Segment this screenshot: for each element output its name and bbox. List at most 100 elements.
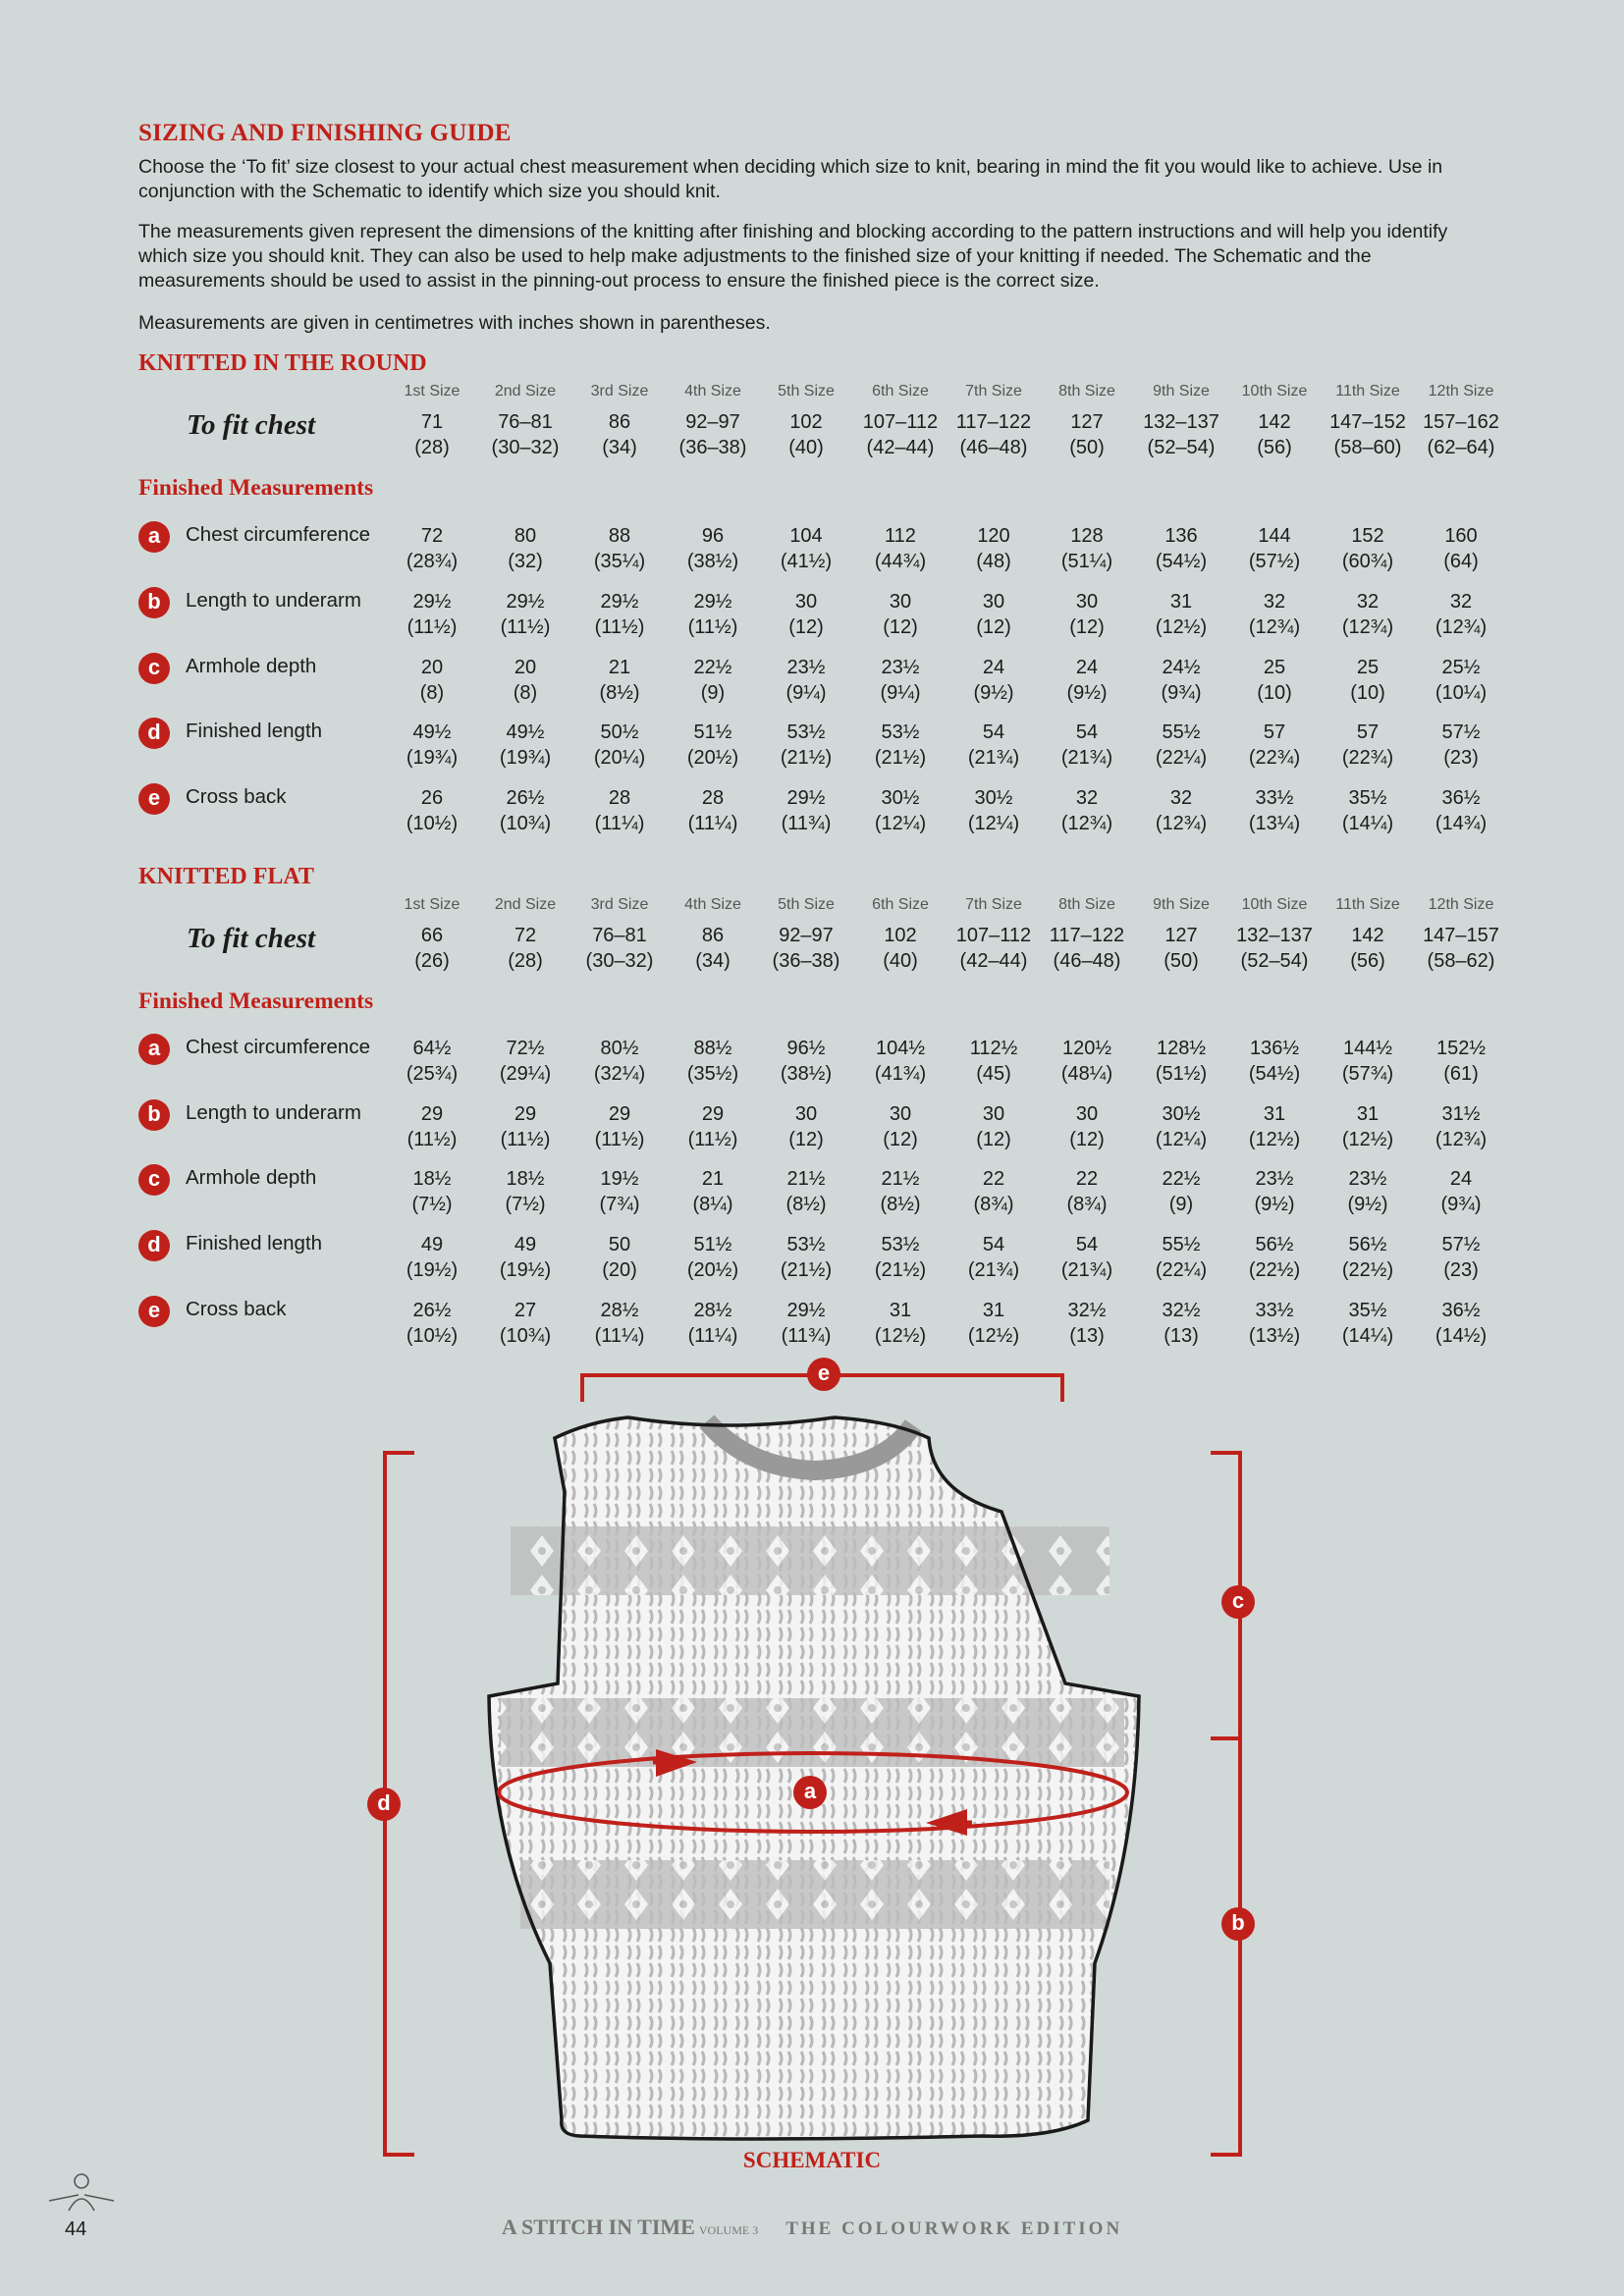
table-cell-cm: 136 bbox=[1164, 525, 1198, 547]
table-cell-in: (21½) bbox=[874, 1259, 927, 1281]
intro-paragraph: Choose the ‘To fit’ size closest to your… bbox=[138, 156, 1443, 202]
table-cell-cm: 30 bbox=[982, 591, 1005, 613]
to-fit-cm: 86 bbox=[608, 411, 631, 433]
to-fit-in: (36–38) bbox=[772, 950, 840, 972]
table-cell-in: (28¾) bbox=[406, 551, 459, 572]
table-cell-cm: 36½ bbox=[1441, 1300, 1481, 1321]
to-fit-cm: 132–137 bbox=[1143, 411, 1219, 433]
table-cell-in: (11½) bbox=[594, 1129, 645, 1150]
table-cell-cm: 25 bbox=[1263, 657, 1286, 678]
table-cell-cm: 136½ bbox=[1249, 1038, 1300, 1059]
table-cell-cm: 21 bbox=[701, 1168, 725, 1190]
table-cell-cm: 35½ bbox=[1348, 1300, 1387, 1321]
label-d: d bbox=[367, 1788, 401, 1821]
row-label: Armhole depth bbox=[186, 655, 317, 677]
table-cell-cm: 31½ bbox=[1441, 1103, 1481, 1125]
table-cell-cm: 49 bbox=[420, 1234, 444, 1255]
table-cell-in: (8½) bbox=[785, 1194, 827, 1215]
size-header: 10th Size bbox=[1241, 896, 1308, 913]
book-title: A STITCH IN TIME bbox=[501, 2215, 695, 2239]
table-cell-cm: 72 bbox=[420, 525, 444, 547]
table-cell-cm: 29½ bbox=[786, 1300, 826, 1321]
table-cell-cm: 22½ bbox=[1162, 1168, 1201, 1190]
size-header: 6th Size bbox=[872, 896, 929, 913]
table-cell-in: (12½) bbox=[874, 1325, 927, 1347]
table-cell-in: (8¾) bbox=[1066, 1194, 1108, 1215]
table-cell-cm: 30 bbox=[889, 591, 912, 613]
table-cell-cm: 29 bbox=[514, 1103, 537, 1125]
finished-measurements-title: Finished Measurements bbox=[138, 475, 374, 501]
table-cell-in: (8) bbox=[513, 682, 538, 704]
table-cell-cm: 23½ bbox=[1255, 1168, 1294, 1190]
row-label: Finished length bbox=[186, 720, 323, 742]
to-fit-cm: 92–97 bbox=[685, 411, 740, 433]
table-cell-in: (14¼) bbox=[1341, 813, 1394, 834]
label-b: b bbox=[1221, 1907, 1255, 1941]
size-header: 7th Size bbox=[965, 896, 1022, 913]
table-cell-cm: 23½ bbox=[1348, 1168, 1387, 1190]
to-fit-cm: 86 bbox=[701, 925, 725, 946]
table-cell-in: (11¾) bbox=[781, 813, 832, 834]
table-cell-cm: 32 bbox=[1169, 787, 1193, 809]
table-cell-in: (10½) bbox=[406, 1325, 459, 1347]
table-cell-in: (13½) bbox=[1248, 1325, 1301, 1347]
table-cell-cm: 128½ bbox=[1156, 1038, 1207, 1059]
table-cell-cm: 29½ bbox=[600, 591, 639, 613]
table-cell-in: (14½) bbox=[1435, 1325, 1488, 1347]
arrow-left-icon bbox=[926, 1809, 967, 1836]
size-header: 5th Size bbox=[778, 383, 835, 400]
table-cell-cm: 30½ bbox=[1162, 1103, 1201, 1125]
table-cell-in: (12½) bbox=[1341, 1129, 1394, 1150]
table-cell-in: (48¼) bbox=[1060, 1063, 1113, 1085]
table-cell-cm: 32 bbox=[1449, 591, 1473, 613]
table-cell-in: (38½) bbox=[686, 551, 739, 572]
table-cell-in: (22¼) bbox=[1155, 747, 1208, 769]
table-cell-in: (11½) bbox=[500, 1129, 551, 1150]
table-cell-in: (22½) bbox=[1341, 1259, 1394, 1281]
table-cell-in: (35¼) bbox=[593, 551, 646, 572]
to-fit-in: (40) bbox=[883, 950, 918, 972]
table-cell-in: (7¾) bbox=[599, 1194, 640, 1215]
to-fit-in: (50) bbox=[1164, 950, 1199, 972]
table-cell-cm: 50 bbox=[608, 1234, 631, 1255]
row-label: Armhole depth bbox=[186, 1166, 317, 1189]
table-cell-cm: 53½ bbox=[786, 721, 826, 743]
table-cell-in: (11¼) bbox=[594, 813, 645, 834]
table-cell-in: (12¼) bbox=[967, 813, 1020, 834]
table-cell-in: (9¾) bbox=[1161, 682, 1202, 704]
table-cell-in: (11½) bbox=[687, 1129, 738, 1150]
intro-paragraph: Measurements are given in centimetres wi… bbox=[138, 312, 771, 334]
table-cell-in: (12¾) bbox=[1155, 813, 1208, 834]
row-label: Chest circumference bbox=[186, 1036, 370, 1058]
size-header: 7th Size bbox=[965, 383, 1022, 400]
table-cell-cm: 26½ bbox=[506, 787, 545, 809]
table-cell-cm: 160 bbox=[1444, 525, 1478, 547]
table-cell-cm: 23½ bbox=[786, 657, 826, 678]
table-cell-cm: 22 bbox=[1075, 1168, 1099, 1190]
table-cell-in: (11¼) bbox=[594, 1325, 645, 1347]
table-cell-cm: 57½ bbox=[1441, 1234, 1481, 1255]
table-cell-cm: 53½ bbox=[786, 1234, 826, 1255]
table-cell-in: (9½) bbox=[1066, 682, 1108, 704]
table-cell-in: (11¾) bbox=[781, 1325, 832, 1347]
schematic-caption: SCHEMATIC bbox=[742, 2148, 882, 2172]
table-cell-cm: 120½ bbox=[1061, 1038, 1112, 1059]
to-fit-in: (30–32) bbox=[491, 437, 560, 458]
size-header: 5th Size bbox=[778, 896, 835, 913]
table-cell-cm: 49 bbox=[514, 1234, 537, 1255]
table-cell-in: (12½) bbox=[967, 1325, 1020, 1347]
schematic-diagram bbox=[383, 1373, 1242, 2157]
table-cell-in: (12¾) bbox=[1435, 1129, 1488, 1150]
table-cell-cm: 30 bbox=[1075, 1103, 1099, 1125]
table-cell-cm: 31 bbox=[1263, 1103, 1286, 1125]
row-key-badge: e bbox=[138, 1296, 170, 1327]
to-fit-label: To fit chest bbox=[187, 923, 316, 954]
table-cell-in: (10¾) bbox=[499, 1325, 552, 1347]
table-cell-in: (19¾) bbox=[499, 747, 552, 769]
table-cell-in: (11½) bbox=[406, 1129, 458, 1150]
table-cell-in: (12) bbox=[788, 1129, 824, 1150]
table-cell-cm: 29 bbox=[420, 1103, 444, 1125]
table-cell-in: (21¾) bbox=[1060, 1259, 1113, 1281]
table-cell-cm: 30 bbox=[889, 1103, 912, 1125]
table-cell-cm: 29½ bbox=[786, 787, 826, 809]
